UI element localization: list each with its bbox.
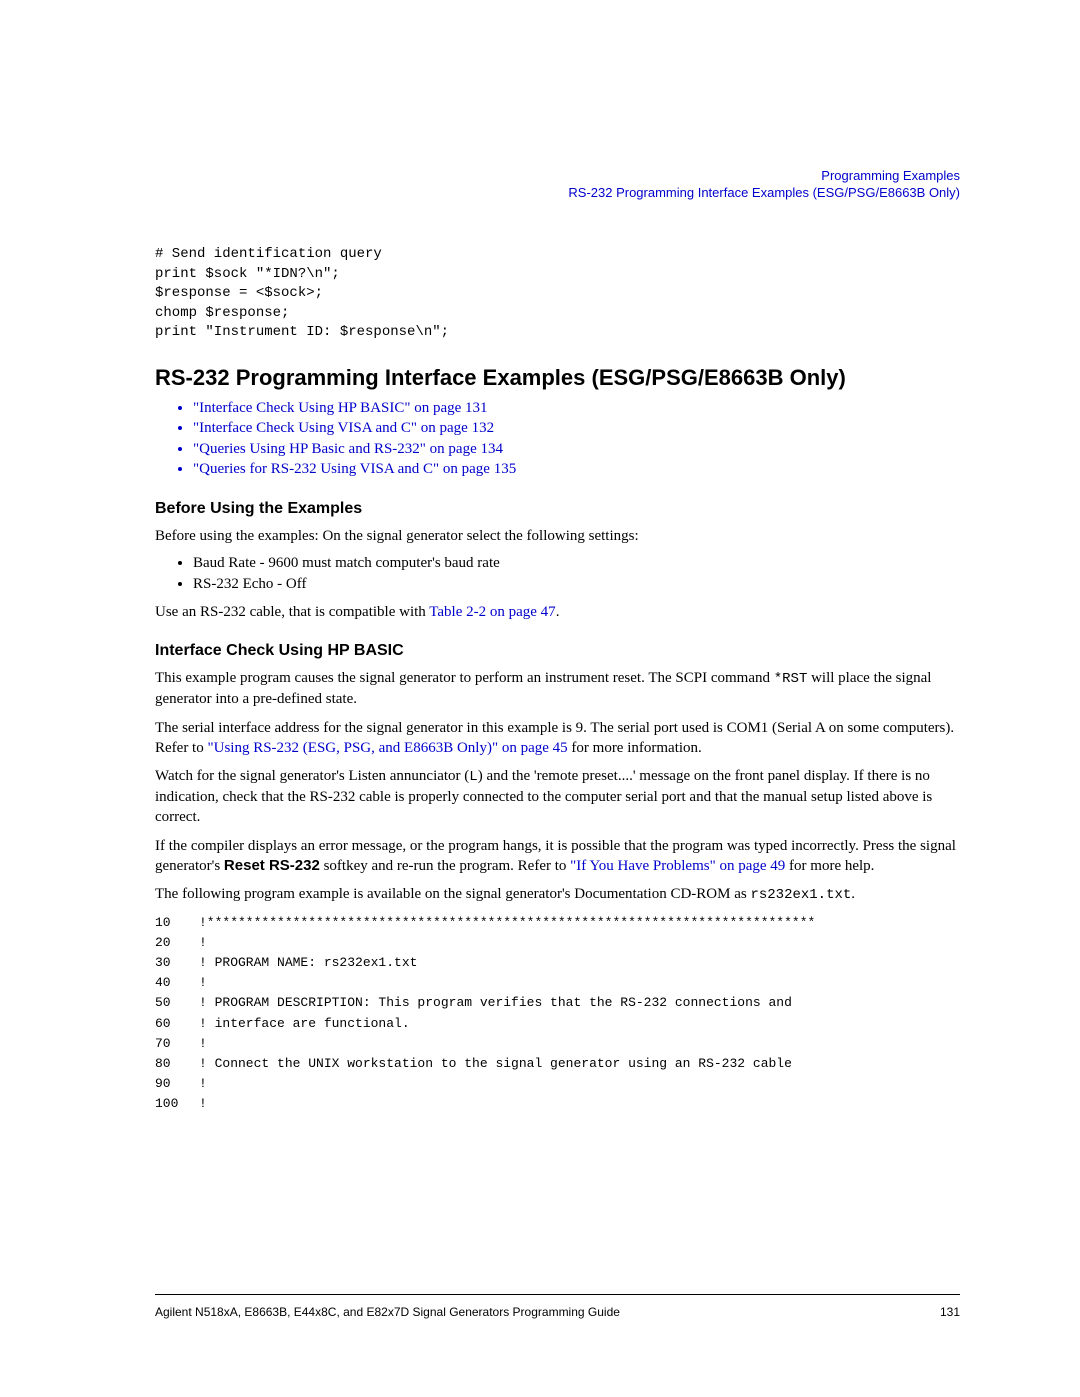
listing-row: 70! [155, 1034, 960, 1054]
running-header: Programming Examples RS-232 Programming … [568, 168, 960, 202]
interface-p4: If the compiler displays an error messag… [155, 836, 960, 877]
line-number: 50 [155, 993, 199, 1013]
line-number: 20 [155, 933, 199, 953]
listing-row: 90! [155, 1074, 960, 1094]
toc-link[interactable]: "Interface Check Using VISA and C" on pa… [193, 419, 960, 439]
cross-ref-link[interactable]: "Using RS-232 (ESG, PSG, and E8663B Only… [207, 740, 567, 756]
settings-list: Baud Rate - 9600 must match computer's b… [155, 554, 960, 594]
interface-p3: Watch for the signal generator's Listen … [155, 766, 960, 827]
text: The following program example is availab… [155, 886, 750, 902]
text: Watch for the signal generator's Listen … [155, 768, 469, 784]
footer-title: Agilent N518xA, E8663B, E44x8C, and E82x… [155, 1305, 620, 1319]
text: Use an RS-232 cable, that is compatible … [155, 604, 429, 620]
text: for more help. [785, 858, 874, 874]
listing-row: 20! [155, 933, 960, 953]
toc-link[interactable]: "Interface Check Using HP BASIC" on page… [193, 399, 960, 419]
line-number: 100 [155, 1094, 199, 1114]
line-text: ! PROGRAM DESCRIPTION: This program veri… [199, 993, 792, 1013]
table-link[interactable]: Table 2-2 on page 47 [429, 604, 555, 620]
interface-p1: This example program causes the signal g… [155, 668, 960, 709]
listing-row: 60! interface are functional. [155, 1014, 960, 1034]
text: . [851, 886, 855, 902]
line-number: 10 [155, 913, 199, 933]
section-heading: RS-232 Programming Interface Examples (E… [155, 365, 960, 391]
filename: rs232ex1.txt [750, 887, 851, 903]
line-number: 90 [155, 1074, 199, 1094]
page-container: Programming Examples RS-232 Programming … [0, 0, 1080, 1397]
line-text: ! Connect the UNIX workstation to the si… [199, 1054, 792, 1074]
content-area: # Send identification query print $sock … [155, 245, 960, 1234]
toc-link[interactable]: "Queries for RS-232 Using VISA and C" on… [193, 460, 960, 480]
code-block-top: # Send identification query print $sock … [155, 245, 960, 343]
header-line-2: RS-232 Programming Interface Examples (E… [568, 185, 960, 202]
line-text: ! [199, 973, 207, 993]
listing-row: 10!*************************************… [155, 913, 960, 933]
subsection-heading: Interface Check Using HP BASIC [155, 642, 960, 660]
listing-row: 30! PROGRAM NAME: rs232ex1.txt [155, 953, 960, 973]
line-text: ! [199, 1034, 207, 1054]
page-number: 131 [940, 1305, 960, 1319]
line-text: !***************************************… [199, 913, 815, 933]
subsection-heading: Before Using the Examples [155, 500, 960, 518]
line-text: ! [199, 933, 207, 953]
line-text: ! [199, 1074, 207, 1094]
page-footer: Agilent N518xA, E8663B, E44x8C, and E82x… [155, 1294, 960, 1319]
line-number: 70 [155, 1034, 199, 1054]
toc-links: "Interface Check Using HP BASIC" on page… [155, 399, 960, 480]
interface-p2: The serial interface address for the sig… [155, 718, 960, 759]
line-number: 80 [155, 1054, 199, 1074]
text: softkey and re-run the program. Refer to [320, 858, 570, 874]
listing-row: 100! [155, 1094, 960, 1114]
text: for more information. [568, 740, 702, 756]
line-text: ! PROGRAM NAME: rs232ex1.txt [199, 953, 417, 973]
cable-paragraph: Use an RS-232 cable, that is compatible … [155, 602, 960, 622]
toc-link[interactable]: "Queries Using HP Basic and RS-232" on p… [193, 440, 960, 460]
header-line-1: Programming Examples [568, 168, 960, 185]
program-listing: 10!*************************************… [155, 913, 960, 1114]
interface-p5: The following program example is availab… [155, 884, 960, 905]
listing-row: 40! [155, 973, 960, 993]
text: This example program causes the signal g… [155, 670, 774, 686]
listing-row: 80! Connect the UNIX workstation to the … [155, 1054, 960, 1074]
line-number: 30 [155, 953, 199, 973]
line-text: ! interface are functional. [199, 1014, 410, 1034]
listing-row: 50! PROGRAM DESCRIPTION: This program ve… [155, 993, 960, 1013]
scpi-command: *RST [774, 671, 808, 687]
cross-ref-link[interactable]: "If You Have Problems" on page 49 [570, 858, 785, 874]
line-number: 60 [155, 1014, 199, 1034]
before-paragraph: Before using the examples: On the signal… [155, 526, 960, 546]
settings-item: RS-232 Echo - Off [193, 575, 960, 595]
line-text: ! [199, 1094, 207, 1114]
settings-item: Baud Rate - 9600 must match computer's b… [193, 554, 960, 574]
text: . [556, 604, 560, 620]
annunciator-char: L [469, 769, 477, 785]
softkey-name: Reset RS-232 [224, 857, 320, 874]
line-number: 40 [155, 973, 199, 993]
